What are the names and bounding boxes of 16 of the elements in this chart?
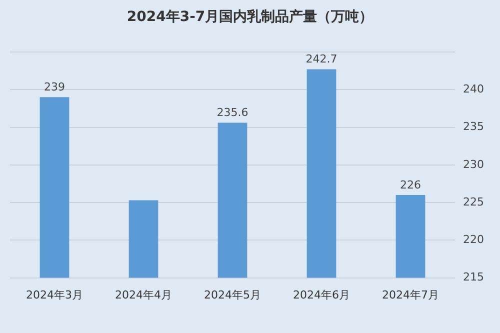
x-tick-label: 2024年7月 bbox=[382, 288, 440, 302]
data-label: 242.7 bbox=[306, 52, 338, 66]
y-tick-label: 225 bbox=[463, 195, 484, 208]
y-tick-label: 235 bbox=[463, 120, 484, 134]
y-tick-label: 230 bbox=[463, 158, 484, 171]
data-label: 239 bbox=[44, 80, 65, 94]
data-label: 226 bbox=[400, 178, 422, 192]
x-tick-label: 2024年6月 bbox=[293, 288, 350, 302]
y-tick-label: 215 bbox=[463, 270, 484, 284]
y-tick-label: 220 bbox=[463, 233, 484, 246]
data-label: 235.6 bbox=[216, 106, 248, 120]
y-tick-label: 240 bbox=[463, 82, 484, 96]
x-tick-label: 2024年3月 bbox=[26, 288, 83, 302]
x-tick-label: 2024年5月 bbox=[204, 288, 261, 302]
x-tick-label: 2024年4月 bbox=[115, 288, 172, 302]
chart-title: 2024年3-7月国内乳制品产量（万吨） bbox=[126, 8, 374, 27]
